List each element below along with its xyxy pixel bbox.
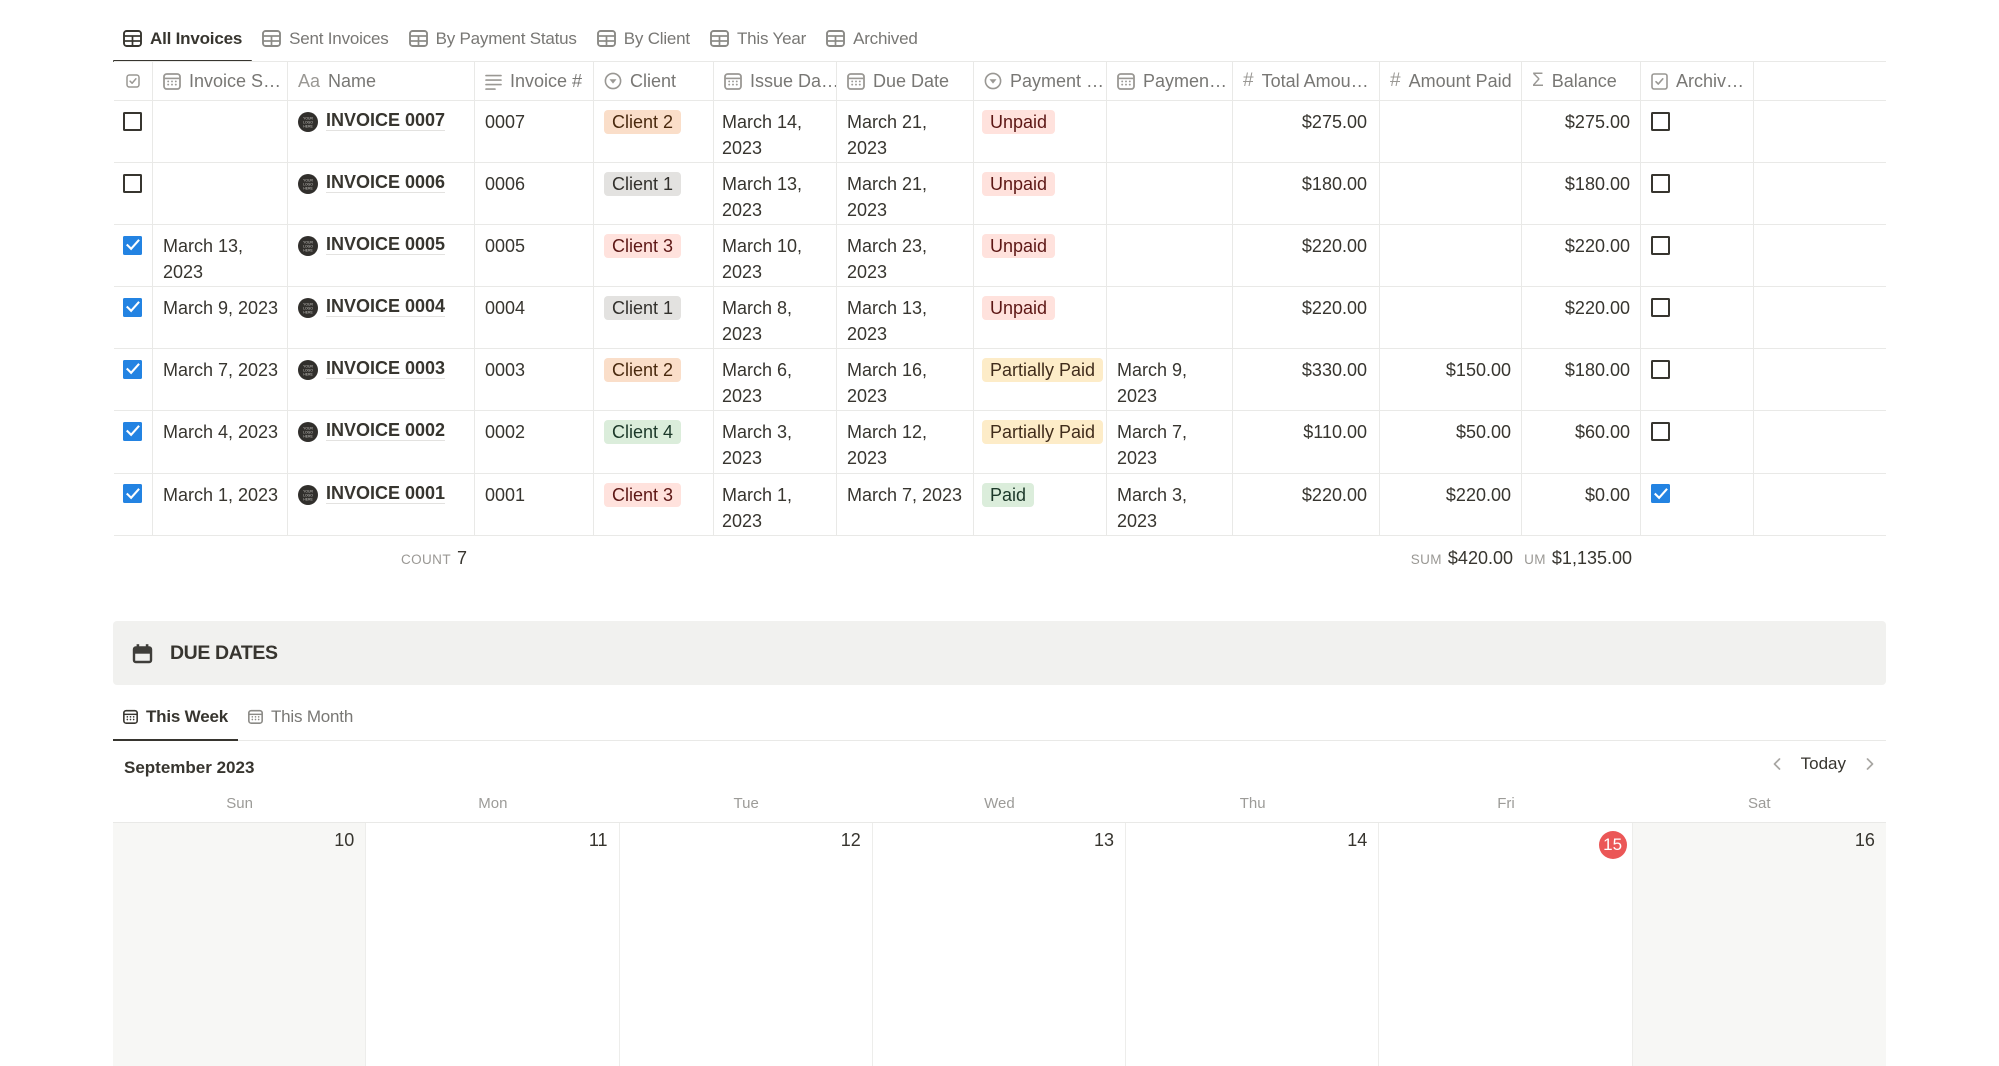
svg-text:HERE: HERE bbox=[303, 124, 313, 128]
svg-text:YOUR: YOUR bbox=[303, 178, 313, 182]
svg-text:YOUR: YOUR bbox=[303, 241, 313, 245]
svg-text:LOGO: LOGO bbox=[303, 493, 313, 497]
svg-text:HERE: HERE bbox=[303, 497, 313, 501]
svg-text:LOGO: LOGO bbox=[303, 182, 313, 186]
svg-text:YOUR: YOUR bbox=[303, 303, 313, 307]
svg-text:YOUR: YOUR bbox=[303, 365, 313, 369]
svg-text:YOUR: YOUR bbox=[303, 427, 313, 431]
svg-text:HERE: HERE bbox=[303, 435, 313, 439]
svg-text:YOUR: YOUR bbox=[303, 116, 313, 120]
svg-text:LOGO: LOGO bbox=[303, 307, 313, 311]
svg-text:HERE: HERE bbox=[303, 249, 313, 253]
svg-text:HERE: HERE bbox=[303, 373, 313, 377]
svg-text:LOGO: LOGO bbox=[303, 369, 313, 373]
svg-text:LOGO: LOGO bbox=[303, 431, 313, 435]
svg-text:LOGO: LOGO bbox=[303, 120, 313, 124]
svg-text:LOGO: LOGO bbox=[303, 245, 313, 249]
svg-text:HERE: HERE bbox=[303, 186, 313, 190]
svg-text:YOUR: YOUR bbox=[303, 489, 313, 493]
svg-text:HERE: HERE bbox=[303, 311, 313, 315]
